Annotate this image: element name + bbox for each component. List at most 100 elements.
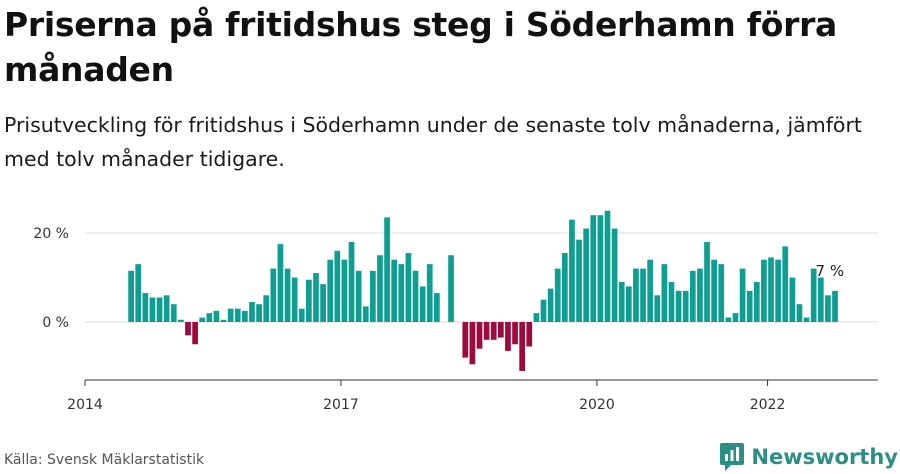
bar [547,288,554,322]
bar [412,270,419,322]
bar [746,290,753,322]
bar [611,228,618,322]
bar [689,270,696,322]
bar [697,268,703,322]
bar [227,308,234,322]
bar [633,268,639,322]
bar [725,317,732,322]
bar [483,322,490,340]
end-value-label: 7 % [816,262,845,280]
bar [817,277,824,322]
bar [519,322,526,371]
bar [277,244,284,322]
bar [149,297,156,322]
bar [640,268,646,322]
bar [462,322,469,358]
bar [377,255,383,322]
x-tick-label: 2020 [579,397,615,413]
bar [298,308,305,322]
bar [362,306,369,322]
brand-name: Newsworthy [751,445,898,469]
bar [753,281,760,322]
bar [803,317,810,322]
bar [256,304,262,322]
bar [370,270,376,322]
bar [249,301,255,322]
bar [448,255,454,322]
bar [505,322,511,351]
bar [569,219,575,322]
newsworthy-icon [720,443,745,471]
bar [789,277,796,322]
bar [533,313,540,322]
bar [192,322,198,345]
bar [718,264,725,322]
chart-title: Priserna på fritidshus steg i Söderhamn … [4,5,838,89]
bar [775,259,781,322]
bar [732,313,739,322]
bar [419,286,426,322]
bar [348,241,355,322]
bar [526,322,533,347]
bar [576,239,582,322]
bar [291,277,298,322]
bar [768,257,774,322]
bar [796,304,803,322]
bar [590,215,597,322]
bar [618,281,625,322]
bar [213,310,220,322]
y-tick-label: 20 % [33,226,69,242]
bar [661,264,668,322]
bar [284,268,291,322]
bar [384,217,390,322]
bar [604,210,611,322]
x-tick-label: 2017 [323,397,359,413]
chart-subtitle: Prisutveckling för fritidshus i Söderham… [4,113,862,171]
bar [178,319,184,322]
bar [391,259,398,322]
bar [327,259,334,322]
bar [675,290,682,322]
bar [554,268,561,322]
bar [704,241,710,322]
y-tick-label: 0 % [42,315,69,331]
bar [476,322,483,349]
bar [185,322,191,336]
bar [433,293,440,322]
x-tick-label: 2022 [750,397,786,413]
bar [497,322,504,338]
bar [170,304,177,322]
bar [398,264,405,322]
bar [782,246,789,322]
bar [199,317,206,322]
bar [647,259,653,322]
bar [668,281,675,322]
bar [163,295,170,322]
bar [711,259,717,322]
bar [242,310,248,322]
bar [135,264,142,322]
bar [320,284,326,322]
bar [306,279,312,322]
bar [405,253,412,322]
bar [832,290,838,322]
bar [810,268,817,322]
bar [682,290,689,322]
bar [490,322,497,340]
bar [512,322,518,345]
bar [156,297,163,322]
bar [469,322,476,365]
bar [561,253,568,322]
bar [540,299,547,322]
bar [234,308,241,322]
bar [355,270,362,322]
brand-logo: Newsworthy [719,440,898,474]
x-tick-label: 2014 [67,397,103,413]
bar [426,264,433,322]
bar [220,319,227,322]
bar [263,295,270,322]
bar [270,268,277,322]
bar [739,268,746,322]
bar [597,215,604,322]
